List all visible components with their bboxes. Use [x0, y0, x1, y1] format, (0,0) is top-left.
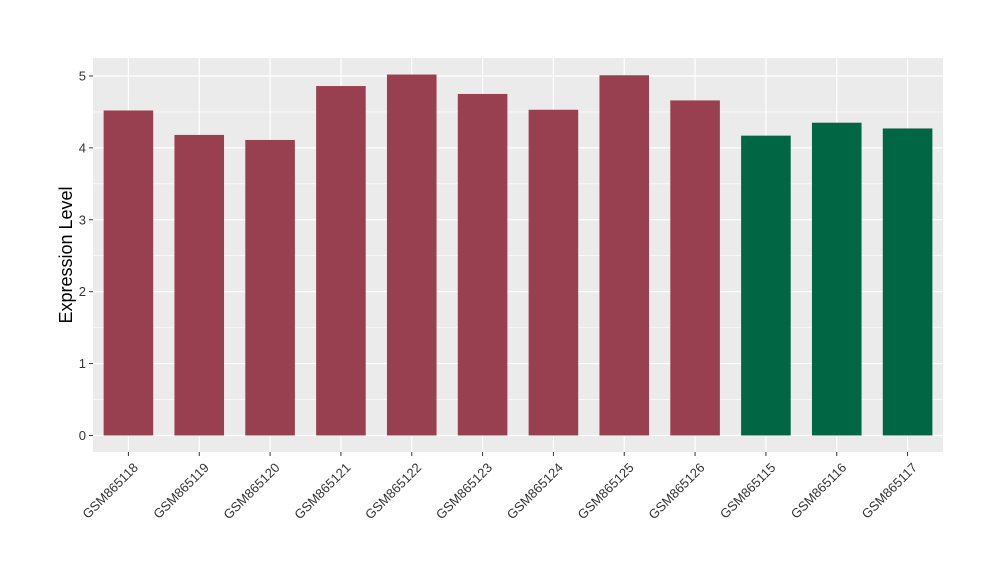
- x-tick-label: GSM865122: [362, 460, 424, 522]
- y-tick-label: 1: [79, 356, 86, 371]
- x-tick-label: GSM865121: [291, 460, 353, 522]
- bar-gsm865123: [457, 93, 508, 436]
- bar-gsm865116: [811, 122, 862, 436]
- bar-gsm865118: [103, 110, 154, 436]
- x-tick-label: GSM865124: [504, 460, 566, 522]
- x-tick-label: GSM865123: [433, 460, 495, 522]
- bar-gsm865122: [386, 74, 437, 436]
- x-tick-label: GSM865125: [575, 460, 637, 522]
- y-tick-label: 5: [79, 68, 86, 83]
- minor-gridlines: [93, 111, 943, 400]
- bar-gsm865117: [882, 128, 933, 436]
- bar-gsm865125: [599, 75, 650, 436]
- y-tick-label: 3: [79, 212, 86, 227]
- y-tick-label: 0: [79, 428, 86, 443]
- x-tick-label: GSM865117: [859, 460, 921, 522]
- x-tick-label: GSM865120: [220, 460, 282, 522]
- x-tick-label: GSM865126: [645, 460, 707, 522]
- bars: [103, 74, 933, 436]
- bar-gsm865115: [741, 135, 791, 436]
- bar-gsm865120: [245, 139, 295, 436]
- x-tick-label: GSM865118: [79, 460, 141, 522]
- bar-gsm865121: [316, 86, 366, 436]
- y-tick-label: 4: [79, 140, 86, 155]
- y-axis: 0 1 2 3 4 5: [79, 68, 93, 443]
- plot-panel: [93, 58, 943, 452]
- y-axis-title: Expression Level: [56, 186, 76, 323]
- x-tick-label: GSM865116: [788, 460, 850, 522]
- x-axis: GSM865118 GSM865119 GSM865120 GSM865121 GSM8…: [79, 452, 920, 522]
- y-tick-label: 2: [79, 284, 86, 299]
- x-tick-label: GSM865119: [150, 460, 212, 522]
- bar-gsm865126: [670, 100, 720, 436]
- bar-gsm865119: [174, 134, 225, 436]
- bar-gsm865124: [528, 109, 579, 436]
- x-tick-label: GSM865115: [717, 460, 779, 522]
